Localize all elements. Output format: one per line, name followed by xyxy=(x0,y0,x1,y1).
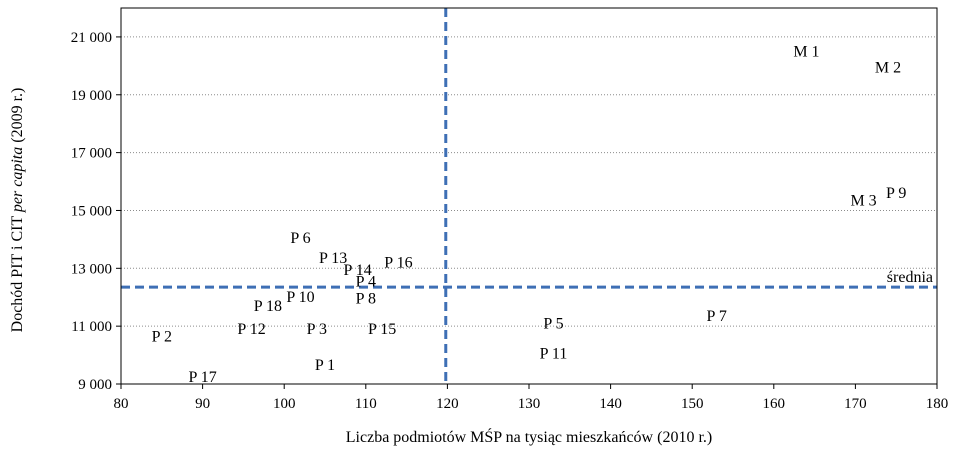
point-labels: M 1 M 2 M 3 P 9 P 7 P 5 P 11 P 6 P 13P 14 P 16 P 4… xyxy=(152,43,907,385)
point-label: P 7 xyxy=(707,308,727,325)
point-label: P 5 xyxy=(543,315,563,332)
point-label: P 3 xyxy=(307,321,327,338)
x-tick-label: 110 xyxy=(355,396,377,412)
point-label: P 15 xyxy=(368,321,396,338)
point-label: P 17 xyxy=(188,369,216,386)
y-tick-label: 9 000 xyxy=(78,377,112,393)
y-axis-title-part-2: per capita xyxy=(9,147,26,213)
y-axis-title-part-1: Dochód PIT i CIT xyxy=(9,212,26,332)
x-tick-label: 120 xyxy=(436,396,459,412)
x-tick-label: 140 xyxy=(599,396,622,412)
point-label: M 3 xyxy=(850,192,876,209)
point-label: P 2 xyxy=(152,328,172,345)
point-label: M 2 xyxy=(875,59,901,76)
x-tick-label: 130 xyxy=(518,396,541,412)
y-tick-label: 17 000 xyxy=(71,146,112,162)
mean-lines xyxy=(121,8,937,384)
y-tick-label: 13 000 xyxy=(71,261,112,277)
point-label: P 12 xyxy=(237,321,265,338)
point-label: P 1 xyxy=(315,357,335,374)
point-label: P 13 xyxy=(319,250,347,267)
x-tick-label: 170 xyxy=(844,396,867,412)
x-tick-label: 180 xyxy=(926,396,949,412)
grid-layer xyxy=(121,36,937,385)
x-tick-label: 100 xyxy=(273,396,296,412)
y-tick-label: 11 000 xyxy=(71,319,112,335)
point-label: P 16 xyxy=(384,255,412,272)
point-label: P 14 xyxy=(343,262,371,279)
x-tick-label: 150 xyxy=(681,396,704,412)
y-axis-title-part-3: (2009 r.) xyxy=(9,88,26,147)
mean-label: średnia xyxy=(887,269,933,286)
x-tick-label: 90 xyxy=(195,396,210,412)
axes: 9 000 11 000 13 000 15 000 17 000 19 000 21 00… xyxy=(71,7,949,412)
point-label: P 6 xyxy=(290,230,310,247)
point-label: P 8 xyxy=(356,291,376,308)
point-label: P 9 xyxy=(886,185,906,202)
point-label: M 1 xyxy=(793,43,819,60)
y-tick-label: 15 000 xyxy=(71,203,112,219)
point-label: P 18 xyxy=(254,298,282,315)
x-axis-title: Liczba podmiotów MŚP na tysiąc mieszkańc… xyxy=(346,427,712,446)
x-tick-label: 160 xyxy=(763,396,786,412)
y-tick-label: 19 000 xyxy=(71,88,112,104)
x-tick-label: 80 xyxy=(114,396,129,412)
point-label: P 11 xyxy=(540,346,568,363)
y-tick-label: 21 000 xyxy=(71,30,112,46)
point-label: P 10 xyxy=(286,289,314,306)
point-label: P 4 xyxy=(356,273,376,290)
y-axis-title: Dochód PIT i CIT per capita (2009 r.) xyxy=(9,88,26,333)
